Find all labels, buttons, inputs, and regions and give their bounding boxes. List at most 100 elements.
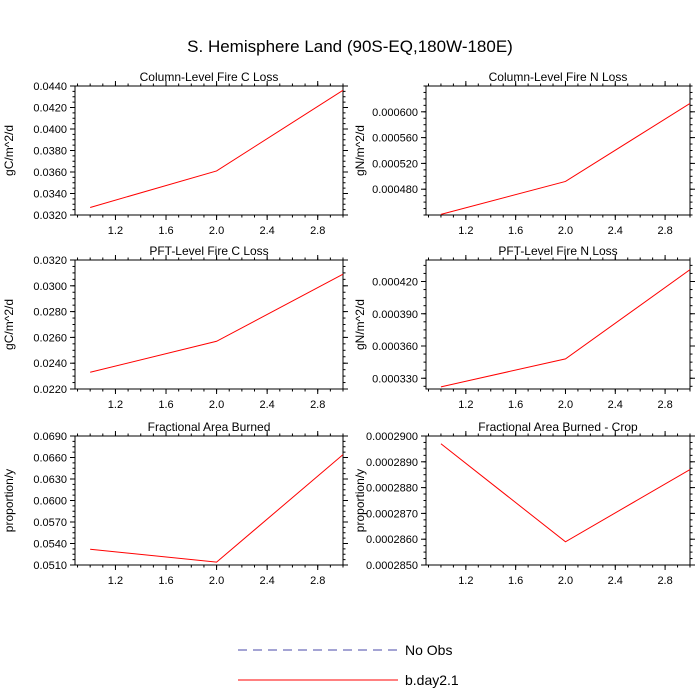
chart-panel-2: Column-Level Fire N Loss gN/m^2/d 1.2 1.6 2.… <box>353 70 695 237</box>
plot-frame <box>425 435 691 566</box>
series-line-b-day2-1 <box>90 454 343 563</box>
x-tick-label: 1.2 <box>458 399 473 411</box>
x-tick-label: 2.8 <box>310 575 325 587</box>
x-tick-label: 1.2 <box>108 225 123 237</box>
y-tick-label: 0.0510 <box>33 560 67 572</box>
x-tick-label: 1.2 <box>108 399 123 411</box>
y-tick-label: 0.000480 <box>372 184 418 196</box>
y-axis-label: proportion/y <box>353 469 367 532</box>
x-tick-label: 2.4 <box>260 399 275 411</box>
x-tick-label: 1.2 <box>458 225 473 237</box>
series-line-b-day2-1 <box>440 443 690 543</box>
y-axis-label: gN/m^2/d <box>353 299 367 350</box>
chart-panel-1: Column-Level Fire C Loss gC/m^2/d 1.2 1.6 2.… <box>2 70 348 237</box>
y-tick-label: 0.0320 <box>33 210 67 222</box>
y-tick-label: 0.000520 <box>372 158 418 170</box>
legend-label-no-obs: No Obs <box>405 642 452 658</box>
x-tick-label: 1.2 <box>108 575 123 587</box>
y-tick-label: 0.000600 <box>372 107 418 119</box>
x-tick-label: 2.4 <box>608 225 623 237</box>
y-tick-label: 0.0540 <box>33 539 67 551</box>
plot-frame <box>74 435 344 566</box>
y-tick-label: 0.0260 <box>33 332 67 344</box>
y-tick-label: 0.000360 <box>372 341 418 353</box>
y-tick-label: 0.0220 <box>33 384 67 396</box>
x-tick-label: 2.0 <box>209 399 224 411</box>
panels: Column-Level Fire C Loss gC/m^2/d 1.2 1.6 2.… <box>2 70 695 587</box>
x-tick-label: 2.4 <box>608 399 623 411</box>
series-line-b-day2-1 <box>440 102 690 215</box>
y-tick-label: 0.0002870 <box>366 508 418 520</box>
x-tick-label: 2.4 <box>260 225 275 237</box>
y-tick-label: 0.0340 <box>33 189 67 201</box>
y-tick-label: 0.0380 <box>33 146 67 158</box>
y-axis-label: gC/m^2/d <box>2 299 16 350</box>
y-axis-label: gC/m^2/d <box>2 125 16 176</box>
x-tick-label: 1.6 <box>508 575 523 587</box>
x-tick-label: 1.2 <box>458 575 473 587</box>
x-tick-label: 2.8 <box>657 575 672 587</box>
plot-frame <box>425 259 691 390</box>
y-tick-label: 0.0300 <box>33 281 67 293</box>
series-line-b-day2-1 <box>440 269 690 388</box>
y-tick-label: 0.0600 <box>33 496 67 508</box>
chart-title: Fractional Area Burned - Crop <box>478 420 638 434</box>
y-tick-label: 0.0660 <box>33 453 67 465</box>
series-line-b-day2-1 <box>90 89 343 208</box>
y-tick-label: 0.000390 <box>372 309 418 321</box>
x-tick-label: 2.0 <box>209 225 224 237</box>
x-tick-label: 2.0 <box>209 575 224 587</box>
plot-frame <box>74 85 344 216</box>
legend-label-b-day2-1: b.day2.1 <box>405 672 459 688</box>
chart-panel-6: Fractional Area Burned - Crop proportion/… <box>353 420 695 587</box>
y-tick-label: 0.0440 <box>33 81 67 93</box>
y-tick-label: 0.0360 <box>33 167 67 179</box>
y-tick-label: 0.000420 <box>372 277 418 289</box>
chart-panel-4: PFT-Level Fire N Loss gN/m^2/d 1.2 1.6 2.0 2.… <box>353 244 695 411</box>
x-tick-label: 1.6 <box>158 225 173 237</box>
series-line-b-day2-1 <box>90 273 343 373</box>
y-tick-label: 0.0280 <box>33 307 67 319</box>
y-tick-label: 0.000560 <box>372 133 418 145</box>
x-tick-label: 2.4 <box>608 575 623 587</box>
x-tick-label: 2.8 <box>657 399 672 411</box>
x-tick-label: 2.0 <box>558 399 573 411</box>
y-tick-label: 0.0400 <box>33 124 67 136</box>
x-tick-label: 1.6 <box>158 575 173 587</box>
y-tick-label: 0.000330 <box>372 373 418 385</box>
x-tick-label: 2.4 <box>260 575 275 587</box>
y-axis-label: gN/m^2/d <box>353 125 367 176</box>
y-tick-label: 0.0240 <box>33 358 67 370</box>
x-tick-label: 2.8 <box>310 225 325 237</box>
chart-title: Column-Level Fire C Loss <box>140 70 279 84</box>
figure-title: S. Hemisphere Land (90S-EQ,180W-180E) <box>187 37 513 56</box>
y-tick-label: 0.0002880 <box>366 483 418 495</box>
y-tick-label: 0.0002860 <box>366 534 418 546</box>
plot-frame <box>425 85 691 216</box>
y-axis-label: proportion/y <box>2 469 16 532</box>
y-tick-label: 0.0002900 <box>366 431 418 443</box>
chart-panel-3: PFT-Level Fire C Loss gC/m^2/d 1.2 1.6 2.0 2.… <box>2 244 348 411</box>
chart-panel-5: Fractional Area Burned proportion/y 1.2 1.6… <box>2 420 348 587</box>
y-tick-label: 0.0002890 <box>366 457 418 469</box>
y-tick-label: 0.0420 <box>33 103 67 115</box>
x-tick-label: 1.6 <box>158 399 173 411</box>
chart-title: PFT-Level Fire N Loss <box>498 244 617 258</box>
x-tick-label: 2.8 <box>657 225 672 237</box>
y-tick-label: 0.0002850 <box>366 560 418 572</box>
y-tick-label: 0.0570 <box>33 517 67 529</box>
x-tick-label: 2.0 <box>558 575 573 587</box>
plot-frame <box>74 259 344 390</box>
x-tick-label: 2.8 <box>310 399 325 411</box>
x-tick-label: 1.6 <box>508 399 523 411</box>
chart-title: Column-Level Fire N Loss <box>489 70 628 84</box>
legend: No Obs b.day2.1 <box>238 642 459 688</box>
y-tick-label: 0.0320 <box>33 255 67 267</box>
x-tick-label: 2.0 <box>558 225 573 237</box>
x-tick-label: 1.6 <box>508 225 523 237</box>
y-tick-label: 0.0690 <box>33 431 67 443</box>
chart-title: PFT-Level Fire C Loss <box>149 244 268 258</box>
y-tick-label: 0.0630 <box>33 474 67 486</box>
chart-title: Fractional Area Burned <box>148 420 271 434</box>
